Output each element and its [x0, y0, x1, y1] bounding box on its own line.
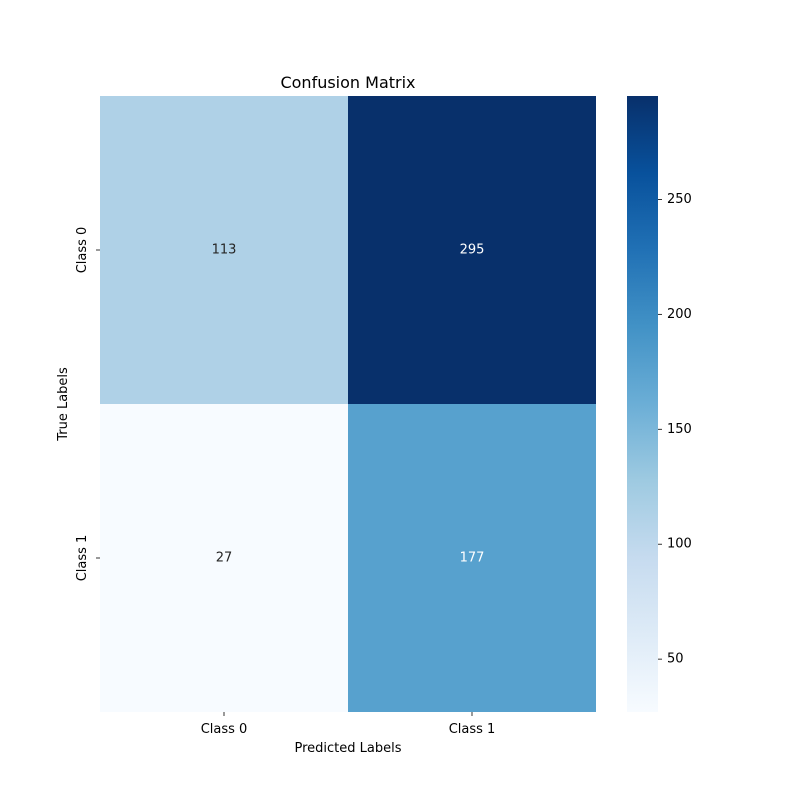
- heatmap-cell: [348, 96, 596, 404]
- heatmap-cell: [348, 404, 596, 712]
- x-tick-label: Class 1: [449, 722, 496, 737]
- x-tick-label: Class 0: [201, 722, 248, 737]
- y-tick-label: Class 0: [75, 227, 90, 274]
- colorbar-tick-label: 250: [667, 192, 692, 207]
- y-axis-label: True Labels: [56, 367, 71, 442]
- colorbar-ticks: 50 100 150 200 250: [658, 192, 692, 667]
- heatmap-cell: [100, 404, 348, 712]
- cell-value-label: 113: [212, 243, 237, 258]
- cell-value-label: 295: [460, 243, 485, 258]
- cell-value-label: 27: [216, 551, 233, 566]
- chart-title: Confusion Matrix: [280, 73, 415, 92]
- heatmap-cell: [100, 96, 348, 404]
- colorbar-tick-label: 100: [667, 537, 692, 552]
- colorbar-tick-label: 200: [667, 307, 692, 322]
- colorbar-tick-label: 150: [667, 422, 692, 437]
- colorbar-tick-label: 50: [667, 652, 684, 667]
- x-axis-ticks: Class 0 Class 1: [201, 712, 496, 737]
- x-axis-label: Predicted Labels: [294, 741, 401, 756]
- y-axis-ticks: Class 0 Class 1: [75, 227, 100, 582]
- cell-value-label: 177: [460, 551, 485, 566]
- colorbar: [627, 96, 658, 712]
- y-tick-label: Class 1: [75, 535, 90, 582]
- heatmap-cells: 113 295 27 177: [100, 96, 596, 712]
